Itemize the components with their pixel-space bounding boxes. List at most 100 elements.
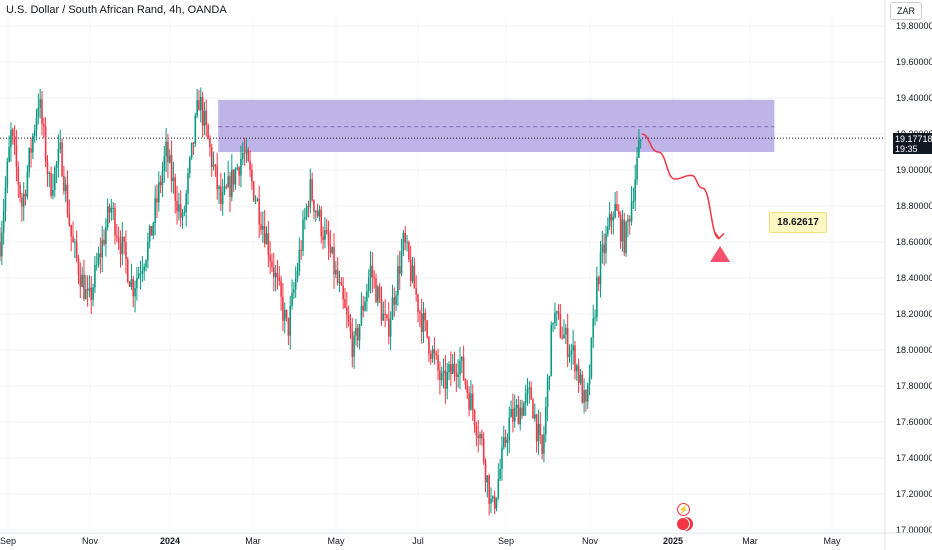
candle-body [179,204,182,218]
candle-body [147,241,149,261]
candle-body [159,182,162,186]
candle-body [170,154,173,182]
y-tick-label: 19.00000 [896,165,932,175]
candle-body [216,165,219,189]
candle-body [378,286,381,299]
candle-body [48,173,51,175]
candle-body [409,259,412,282]
candle-body [148,225,151,242]
candle-body [10,129,12,147]
candle-body [574,345,576,372]
candle-body [356,327,359,341]
candle-body [544,407,547,435]
candle-body [136,277,138,289]
candle-body [420,313,423,332]
candle-body [287,317,290,336]
candle-body [603,244,605,254]
candle-body [446,372,449,389]
candle-body [517,404,520,425]
last-price-value: 19.17718 [895,134,932,144]
y-tick-label: 17.20000 [896,489,932,499]
candle-body [92,287,94,300]
x-tick-label: Mar [245,536,261,546]
candle-body [44,126,47,162]
candle-body [32,135,34,153]
candle-body [187,173,189,194]
candle-body [291,292,293,307]
candle-body [229,176,231,197]
candle-body [294,278,297,290]
candle-body [346,307,348,315]
candle-body [116,235,118,238]
candle-body [189,157,191,174]
candle-body [552,322,554,325]
candle-body [419,311,421,314]
y-tick-label: 18.00000 [896,345,932,355]
candle-body [94,265,96,288]
candle-body [33,130,36,136]
symbol-title[interactable]: U.S. Dollar / South African Rand, 4h, OA… [6,4,227,16]
candle-body [17,166,20,185]
candle-body [168,154,171,163]
candle-body [123,236,125,243]
candle-body [568,354,571,358]
candle-body [490,498,492,504]
candle-body [37,108,40,118]
candle-body [106,206,109,228]
candle-body [90,287,93,300]
y-tick-label: 19.80000 [896,21,932,31]
candle-body [559,314,562,338]
candle-body [387,318,390,337]
candle-body [241,153,244,159]
candle-body [621,219,624,242]
target-callout[interactable]: 18.62617 [769,212,827,233]
x-tick-label: Nov [82,536,99,546]
candle-body [408,242,410,260]
candle-body [398,266,401,274]
candle-body [557,311,560,315]
candle-body [364,301,366,311]
us-flag-icon[interactable] [676,517,690,531]
candle-body [236,167,239,170]
candle-body [450,364,452,375]
candle-body [572,345,574,351]
candle-body [453,363,456,373]
candle-body [263,226,266,245]
candle-body [524,393,527,403]
candle-body [298,249,301,271]
candle-body [258,199,260,225]
candle-body [493,496,496,509]
candle-body [35,117,38,131]
candle-body [39,99,41,109]
y-tick-label: 17.60000 [896,417,932,427]
candle-body [130,279,133,287]
candle-body [95,264,98,266]
candle-body [209,138,211,148]
candle-body [435,353,438,356]
candle-body [501,447,503,469]
candle-body [238,167,240,176]
candle-body [638,140,640,158]
lightning-icon[interactable]: ⚡ [677,503,690,516]
candle-body [510,409,512,418]
candle-body [523,402,525,416]
candle-body [283,310,286,321]
candle-body [586,384,589,402]
candle-body [479,434,481,439]
candle-body [61,142,63,176]
candle-body [355,327,357,336]
candle-body [358,324,361,341]
candle-body [260,224,262,230]
candle-body [75,241,78,259]
currency-button[interactable]: ZAR [890,2,922,20]
candle-body [55,163,58,168]
candle-body [515,404,518,409]
candle-body [125,242,127,260]
candle-body [433,349,436,354]
candle-body [105,227,107,245]
candle-body [351,331,354,357]
candle-body [132,279,135,297]
candle-body [634,179,637,201]
candle-body [519,407,522,425]
